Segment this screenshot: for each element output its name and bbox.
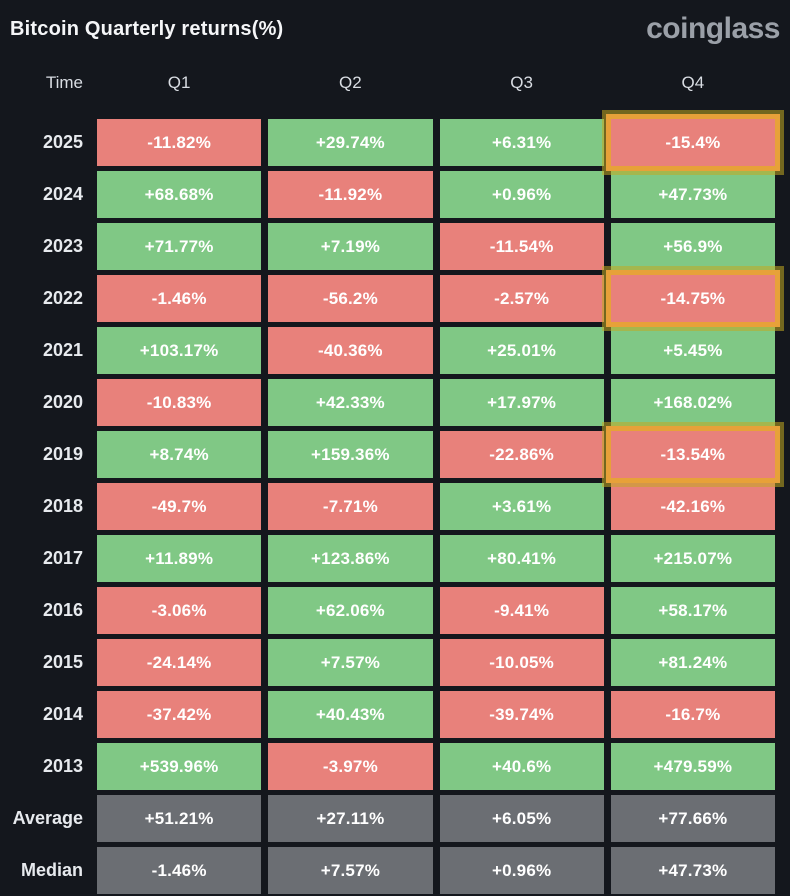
cell-2014-q4: -16.7% [610, 691, 775, 738]
row-label-2015: 2015 [42, 652, 83, 672]
cell-2025-q3: +6.31% [439, 119, 604, 166]
row-label-2018: 2018 [42, 496, 83, 516]
cell-2019-q3: -22.86% [439, 431, 604, 478]
cell-2017-q4: +215.07% [610, 535, 775, 582]
cell-2018-q1: -49.7% [97, 483, 262, 530]
cell-2018-q4: -42.16% [610, 483, 775, 530]
cell-2020-q4: +168.02% [610, 379, 775, 426]
cell-2024-q4: +47.73% [610, 171, 775, 218]
column-header-time: Time [45, 73, 83, 92]
row-label-2024: 2024 [42, 184, 83, 204]
cell-2023-q3: -11.54% [439, 223, 604, 270]
cell-2015-q4: +81.24% [610, 639, 775, 686]
cell-2016-q2: +62.06% [268, 587, 433, 634]
cell-2024-q1: +68.68% [97, 171, 262, 218]
cell-2020-q1: -10.83% [97, 379, 262, 426]
cell-2015-q3: -10.05% [439, 639, 604, 686]
cell-2015-q1: -24.14% [97, 639, 262, 686]
cell-average-q4: +77.66% [610, 795, 775, 842]
cell-average-q2: +27.11% [268, 795, 433, 842]
row-label-2022: 2022 [42, 288, 83, 308]
column-header-q2: Q2 [339, 73, 362, 92]
cell-2016-q4: +58.17% [610, 587, 775, 634]
cell-2023-q4: +56.9% [610, 223, 775, 270]
cell-2020-q2: +42.33% [268, 379, 433, 426]
cell-median-q4: +47.73% [610, 847, 775, 894]
cell-2023-q2: +7.19% [268, 223, 433, 270]
cell-2021-q4: +5.45% [610, 327, 775, 374]
cell-average-q1: +51.21% [97, 795, 262, 842]
row-label-2023: 2023 [42, 236, 83, 256]
cell-2022-q1: -1.46% [97, 275, 262, 322]
row-label-2017: 2017 [42, 548, 83, 568]
cell-2018-q2: -7.71% [268, 483, 433, 530]
cell-2017-q1: +11.89% [97, 535, 262, 582]
row-label-2019: 2019 [42, 444, 83, 464]
cell-2014-q3: -39.74% [439, 691, 604, 738]
cell-2020-q3: +17.97% [439, 379, 604, 426]
row-label-2014: 2014 [42, 704, 83, 724]
cell-2019-q1: +8.74% [97, 431, 262, 478]
column-header-q3: Q3 [510, 73, 533, 92]
cell-2019-q4: -13.54% [610, 431, 775, 478]
page-title: Bitcoin Quarterly returns(%) [10, 17, 284, 40]
coinglass-logo: coinglass [646, 12, 780, 45]
column-header-q4: Q4 [681, 73, 705, 92]
header-bar: Bitcoin Quarterly returns(%) coinglass [0, 0, 790, 52]
cell-2013-q1: +539.96% [97, 743, 262, 790]
column-header-q1: Q1 [167, 73, 191, 92]
cell-average-q3: +6.05% [439, 795, 604, 842]
cell-median-q1: -1.46% [97, 847, 262, 894]
cell-2013-q3: +40.6% [439, 743, 604, 790]
cell-2017-q3: +80.41% [439, 535, 604, 582]
cell-2015-q2: +7.57% [268, 639, 433, 686]
cell-2019-q2: +159.36% [268, 431, 433, 478]
cell-2022-q3: -2.57% [439, 275, 604, 322]
cell-2024-q2: -11.92% [268, 171, 433, 218]
cell-2014-q1: -37.42% [97, 691, 262, 738]
row-label-median: Median [20, 860, 83, 880]
row-label-2020: 2020 [42, 392, 83, 412]
cell-2018-q3: +3.61% [439, 483, 604, 530]
cell-2016-q3: -9.41% [439, 587, 604, 634]
returns-table: Time Q1 Q2 Q3 Q4 2025 -11.82% +29.74% +6… [0, 52, 790, 894]
cell-2014-q2: +40.43% [268, 691, 433, 738]
cell-2022-q4: -14.75% [610, 275, 775, 322]
cell-2025-q2: +29.74% [268, 119, 433, 166]
cell-2023-q1: +71.77% [97, 223, 262, 270]
cell-median-q3: +0.96% [439, 847, 604, 894]
cell-2021-q3: +25.01% [439, 327, 604, 374]
cell-2022-q2: -56.2% [268, 275, 433, 322]
cell-2024-q3: +0.96% [439, 171, 604, 218]
row-label-2021: 2021 [42, 340, 83, 360]
cell-median-q2: +7.57% [268, 847, 433, 894]
row-label-2025: 2025 [42, 132, 83, 152]
row-label-2016: 2016 [42, 600, 83, 620]
cell-2025-q4: -15.4% [610, 119, 775, 166]
row-label-2013: 2013 [42, 756, 83, 776]
cell-2021-q2: -40.36% [268, 327, 433, 374]
cell-2013-q4: +479.59% [610, 743, 775, 790]
cell-2025-q1: -11.82% [97, 119, 262, 166]
cell-2016-q1: -3.06% [97, 587, 262, 634]
cell-2017-q2: +123.86% [268, 535, 433, 582]
row-label-average: Average [12, 808, 83, 828]
cell-2013-q2: -3.97% [268, 743, 433, 790]
cell-2021-q1: +103.17% [97, 327, 262, 374]
